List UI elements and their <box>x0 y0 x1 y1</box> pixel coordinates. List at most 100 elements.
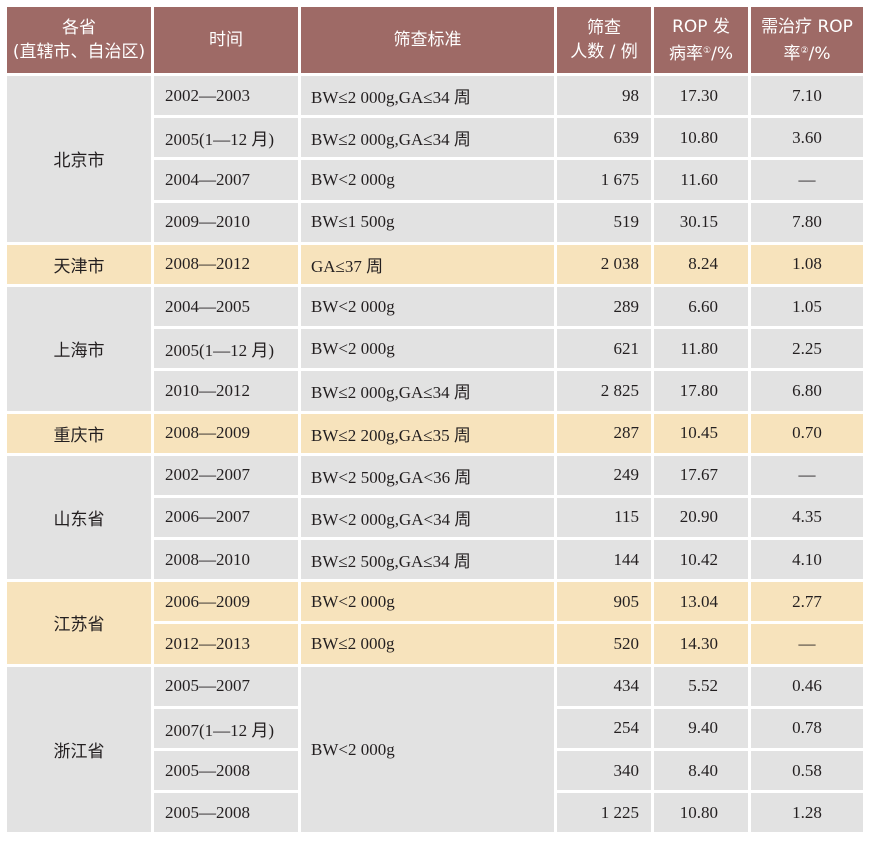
period-cell: 2008—2012 <box>154 244 298 284</box>
criteria-cell: BW≤2 000g,GA≤34 周 <box>301 76 554 116</box>
treatment-rate-cell: 0.78 <box>751 708 863 748</box>
rop-incidence-cell: 9.40 <box>654 708 748 748</box>
criteria-cell: BW≤2 000g,GA≤34 周 <box>301 118 554 158</box>
period-cell: 2008—2010 <box>154 540 298 580</box>
rop-incidence-cell: 10.42 <box>654 540 748 580</box>
screened-count-cell: 98 <box>557 76 651 116</box>
table-row: 上海市 2004—2005 BW<2 000g 289 6.60 1.05 <box>7 286 863 411</box>
screened-count-cell: 287 <box>557 413 651 453</box>
period-cell: 2009—2010 <box>154 202 298 242</box>
period-cell: 2004—2005 <box>154 286 298 327</box>
header-treatment-unit: /% <box>808 43 831 64</box>
treatment-rate-cell: 1.28 <box>751 793 863 833</box>
header-treatment-line2: 率②/% <box>753 39 861 66</box>
period-cell: 2005(1—12 月) <box>154 329 298 369</box>
table-body: 北京市 2002—2003 BW≤2 000g,GA≤34 周 98 17.30 7.10… <box>7 76 863 833</box>
period-cell: 2006—2009 <box>154 582 298 622</box>
header-province: 各省 (直辖市、自治区) <box>7 7 151 73</box>
treatment-rate-cell: 7.80 <box>751 202 863 242</box>
period-cell: 2002—2003 <box>154 76 298 116</box>
header-incidence-unit: /% <box>711 43 733 64</box>
province-cell: 天津市 <box>7 244 151 284</box>
header-row: 各省 (直辖市、自治区) 时间 筛查标准 筛查 人数 / 例 ROP 发 病率①… <box>7 7 863 73</box>
rop-incidence-cell: 14.30 <box>654 624 748 664</box>
rop-incidence-cell: 11.60 <box>654 160 748 200</box>
screened-count-cell: 289 <box>557 286 651 327</box>
header-incidence-line2: 病率①/% <box>656 39 746 66</box>
screened-count-cell: 249 <box>557 455 651 495</box>
header-period: 时间 <box>154 7 298 73</box>
header-incidence-line1: ROP 发 <box>672 16 730 37</box>
treatment-rate-cell: 4.35 <box>751 497 863 538</box>
header-count-line1: 筛查 <box>587 18 621 38</box>
criteria-cell: BW≤2 200g,GA≤35 周 <box>301 413 554 453</box>
screened-count-cell: 621 <box>557 329 651 369</box>
screened-count-cell: 144 <box>557 540 651 580</box>
period-cell: 2005—2008 <box>154 793 298 833</box>
rop-incidence-cell: 8.24 <box>654 244 748 284</box>
table-row: 2006—2007 BW<2 000g,GA<34 周 115 20.90 4.35 <box>7 497 863 538</box>
treatment-rate-cell: 2.25 <box>751 329 863 369</box>
criteria-cell: BW<2 000g,GA<34 周 <box>301 497 554 538</box>
header-count-line2: 人数 / 例 <box>570 42 638 62</box>
table-row: 2007(1—12 月) 254 9.40 0.78 <box>7 708 863 748</box>
province-cell: 山东省 <box>7 455 151 580</box>
table-row: 重庆市 2008—2009 BW≤2 200g,GA≤35 周 287 10.45 0.7… <box>7 413 863 453</box>
rop-incidence-cell: 17.80 <box>654 371 748 411</box>
treatment-rate-cell: 0.46 <box>751 666 863 706</box>
treatment-rate-cell: 1.08 <box>751 244 863 284</box>
header-province-line2: (直辖市、自治区) <box>12 42 146 62</box>
period-cell: 2005—2008 <box>154 751 298 791</box>
screened-count-cell: 1 225 <box>557 793 651 833</box>
period-cell: 2005—2007 <box>154 666 298 706</box>
treatment-rate-cell: 3.60 <box>751 118 863 158</box>
rop-incidence-cell: 17.30 <box>654 76 748 116</box>
footnote-marker-1: ① <box>703 45 712 56</box>
screened-count-cell: 905 <box>557 582 651 622</box>
treatment-rate-cell: — <box>751 455 863 495</box>
criteria-cell: BW<2 500g,GA<36 周 <box>301 455 554 495</box>
treatment-rate-cell: — <box>751 624 863 664</box>
rop-incidence-cell: 11.80 <box>654 329 748 369</box>
screened-count-cell: 519 <box>557 202 651 242</box>
criteria-cell: BW≤2 500g,GA≤34 周 <box>301 540 554 580</box>
criteria-cell: BW≤2 000g <box>301 624 554 664</box>
table-row: 2005—2008 340 8.40 0.58 <box>7 751 863 791</box>
criteria-cell: BW<2 000g <box>301 160 554 200</box>
screened-count-cell: 115 <box>557 497 651 538</box>
province-cell: 上海市 <box>7 286 151 411</box>
screened-count-cell: 2 825 <box>557 371 651 411</box>
rop-incidence-cell: 30.15 <box>654 202 748 242</box>
header-treatment-line1: 需治疗 ROP <box>761 16 853 37</box>
criteria-cell: BW<2 000g <box>301 666 554 833</box>
rop-incidence-cell: 17.67 <box>654 455 748 495</box>
header-treatment: 需治疗 ROP 率②/% <box>751 7 863 73</box>
rop-incidence-cell: 10.80 <box>654 793 748 833</box>
treatment-rate-cell: 7.10 <box>751 76 863 116</box>
table-row: 浙江省 2005—2007 BW<2 000g 434 5.52 0.46 <box>7 666 863 833</box>
treatment-rate-cell: 1.05 <box>751 286 863 327</box>
rop-screening-table: 各省 (直辖市、自治区) 时间 筛查标准 筛查 人数 / 例 ROP 发 病率①… <box>4 4 866 835</box>
header-incidence-word: 病率 <box>669 43 704 64</box>
table-row: 江苏省 2006—2009 BW<2 000g 905 13.04 2.77 <box>7 582 863 664</box>
criteria-cell: GA≤37 周 <box>301 244 554 284</box>
province-cell: 重庆市 <box>7 413 151 453</box>
footnote-marker-2: ② <box>800 45 809 56</box>
period-cell: 2002—2007 <box>154 455 298 495</box>
treatment-rate-cell: — <box>751 160 863 200</box>
screened-count-cell: 639 <box>557 118 651 158</box>
rop-incidence-cell: 6.60 <box>654 286 748 327</box>
period-cell: 2008—2009 <box>154 413 298 453</box>
period-cell: 2006—2007 <box>154 497 298 538</box>
screened-count-cell: 254 <box>557 708 651 748</box>
screened-count-cell: 520 <box>557 624 651 664</box>
period-cell: 2007(1—12 月) <box>154 708 298 748</box>
treatment-rate-cell: 4.10 <box>751 540 863 580</box>
province-cell: 北京市 <box>7 76 151 242</box>
treatment-rate-cell: 0.70 <box>751 413 863 453</box>
treatment-rate-cell: 2.77 <box>751 582 863 622</box>
table-row: 2004—2007 BW<2 000g 1 675 11.60— <box>7 160 863 200</box>
rop-incidence-cell: 10.80 <box>654 118 748 158</box>
rop-incidence-cell: 8.40 <box>654 751 748 791</box>
